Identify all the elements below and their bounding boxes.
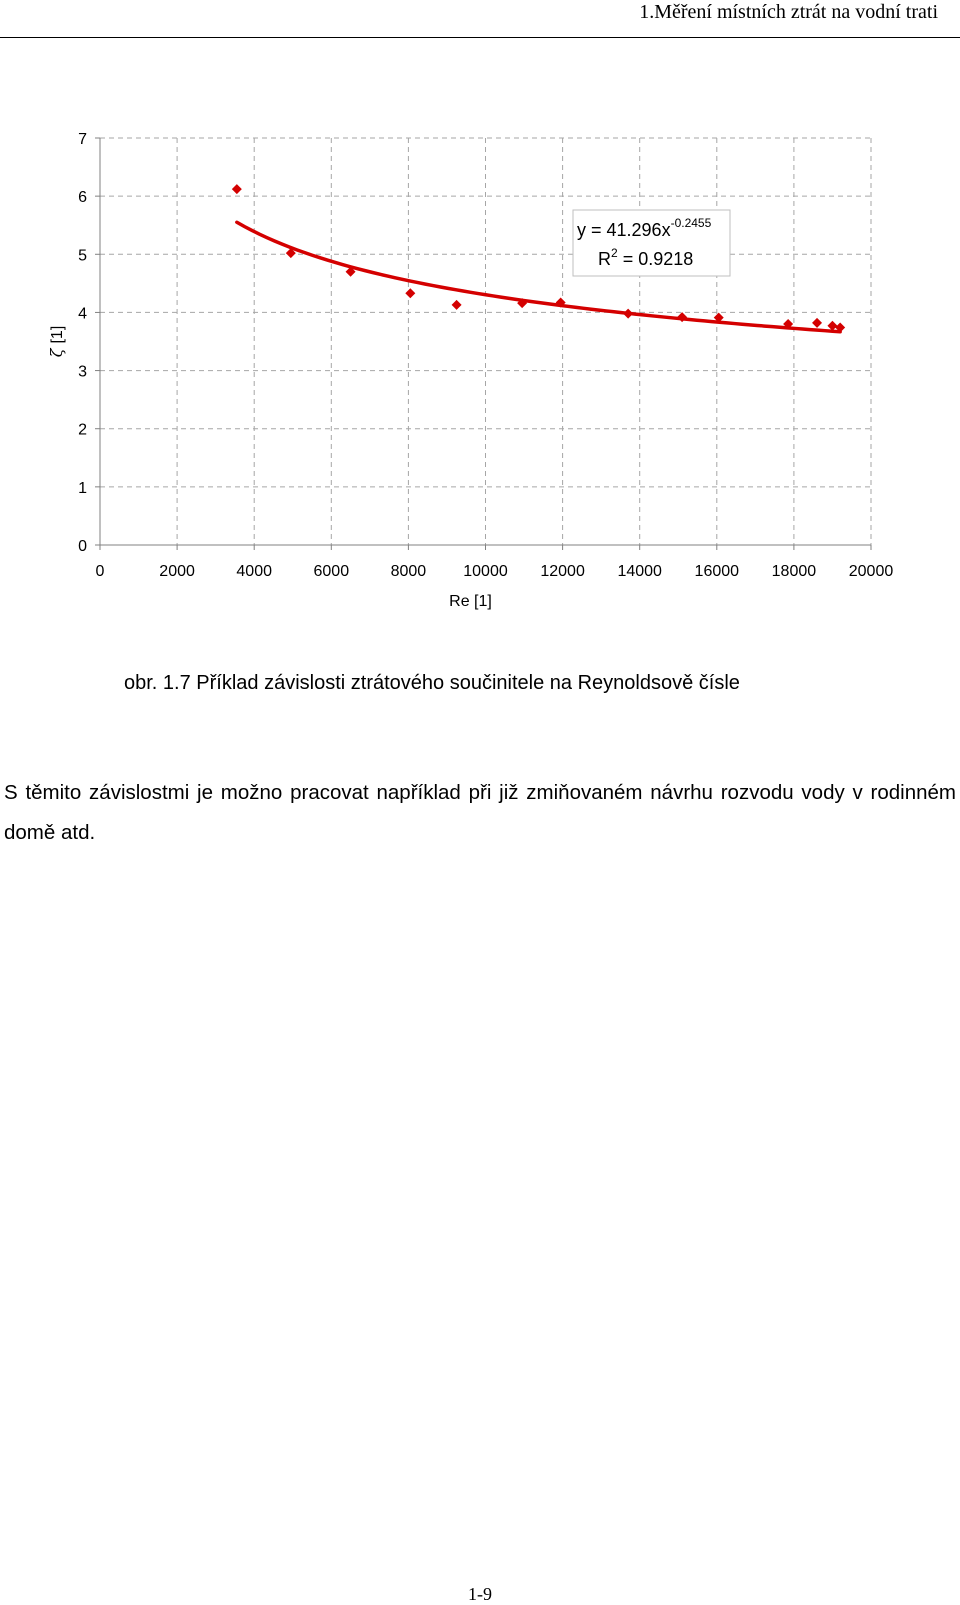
trendline-equation-box: y = 41.296x-0.2455 R2 = 0.9218 (572, 209, 731, 277)
r-squared-label: R2 = 0.9218 (598, 246, 693, 269)
x-tick-label: 18000 (772, 563, 817, 580)
y-tick-label: 6 (78, 189, 87, 206)
x-axis-label: Re [1] (449, 593, 492, 610)
chart-tick-labels: 0 1 2 3 4 5 6 7 0 2000 4000 6000 8000 10000 12000 14000… (78, 131, 893, 580)
data-point (783, 319, 794, 330)
trendline-equation: y = 41.296x-0.2455 (577, 216, 712, 240)
y-axis-label-text: ζ [1] (47, 326, 66, 358)
r-squared-symbol: R (598, 249, 611, 269)
chart-axis-labels: Re [1] ζ [1] (47, 326, 492, 610)
data-point (517, 298, 528, 309)
y-tick-label: 0 (78, 538, 87, 555)
data-point (555, 297, 566, 308)
chart-axes (95, 137, 872, 550)
y-tick-label: 2 (78, 422, 87, 439)
chart-grid (100, 137, 872, 545)
equation-exponent: -0.2455 (671, 216, 712, 230)
chart-series (231, 184, 846, 334)
data-point (827, 320, 838, 331)
header-rule (0, 37, 960, 38)
x-tick-label: 16000 (695, 563, 740, 580)
trendline-curve (235, 220, 842, 334)
x-tick-label: 14000 (617, 563, 662, 580)
data-point (713, 312, 724, 323)
x-tick-label: 0 (96, 563, 105, 580)
data-point (345, 266, 356, 277)
equation-base: y = 41.296x (577, 220, 671, 240)
data-point (835, 322, 846, 333)
equation-box-frame (572, 209, 731, 277)
y-tick-label: 5 (78, 247, 87, 264)
r-squared-superscript: 2 (611, 246, 618, 260)
figure-caption: obr. 1.7 Příklad závislosti ztrátového s… (124, 672, 740, 694)
data-point (677, 312, 688, 323)
data-point (451, 299, 462, 310)
chart-svg: 0 1 2 3 4 5 6 7 0 2000 4000 6000 8000 10000 12000 14000… (47, 131, 893, 610)
x-tick-label: 12000 (540, 563, 585, 580)
data-point (285, 248, 296, 259)
x-tick-label: 8000 (391, 563, 427, 580)
x-tick-label: 2000 (159, 563, 195, 580)
data-point (812, 317, 823, 328)
y-tick-label: 4 (78, 305, 87, 322)
body-paragraph: S těmito závislostmi je možno pracovat n… (4, 781, 956, 844)
chart-container: 0 1 2 3 4 5 6 7 0 2000 4000 6000 8000 10000 12000 14000… (40, 120, 920, 640)
data-point (405, 288, 416, 299)
y-tick-label: 1 (78, 480, 87, 497)
running-header: 1.Měření místních ztrát na vodní trati (639, 1, 938, 23)
y-axis-label-unit: [1] (49, 326, 66, 344)
data-point (623, 308, 634, 319)
y-tick-label: 7 (78, 131, 87, 148)
y-tick-label: 3 (78, 364, 87, 381)
x-tick-label: 20000 (849, 563, 894, 580)
x-tick-label: 10000 (463, 563, 508, 580)
y-axis-label-symbol: ζ (47, 344, 66, 358)
r-squared-value: = 0.9218 (618, 249, 694, 269)
data-point (231, 184, 242, 195)
y-axis-label: ζ [1] (47, 326, 66, 358)
page-number: 1-9 (468, 1584, 492, 1604)
x-tick-label: 6000 (314, 563, 350, 580)
x-tick-label: 4000 (236, 563, 272, 580)
